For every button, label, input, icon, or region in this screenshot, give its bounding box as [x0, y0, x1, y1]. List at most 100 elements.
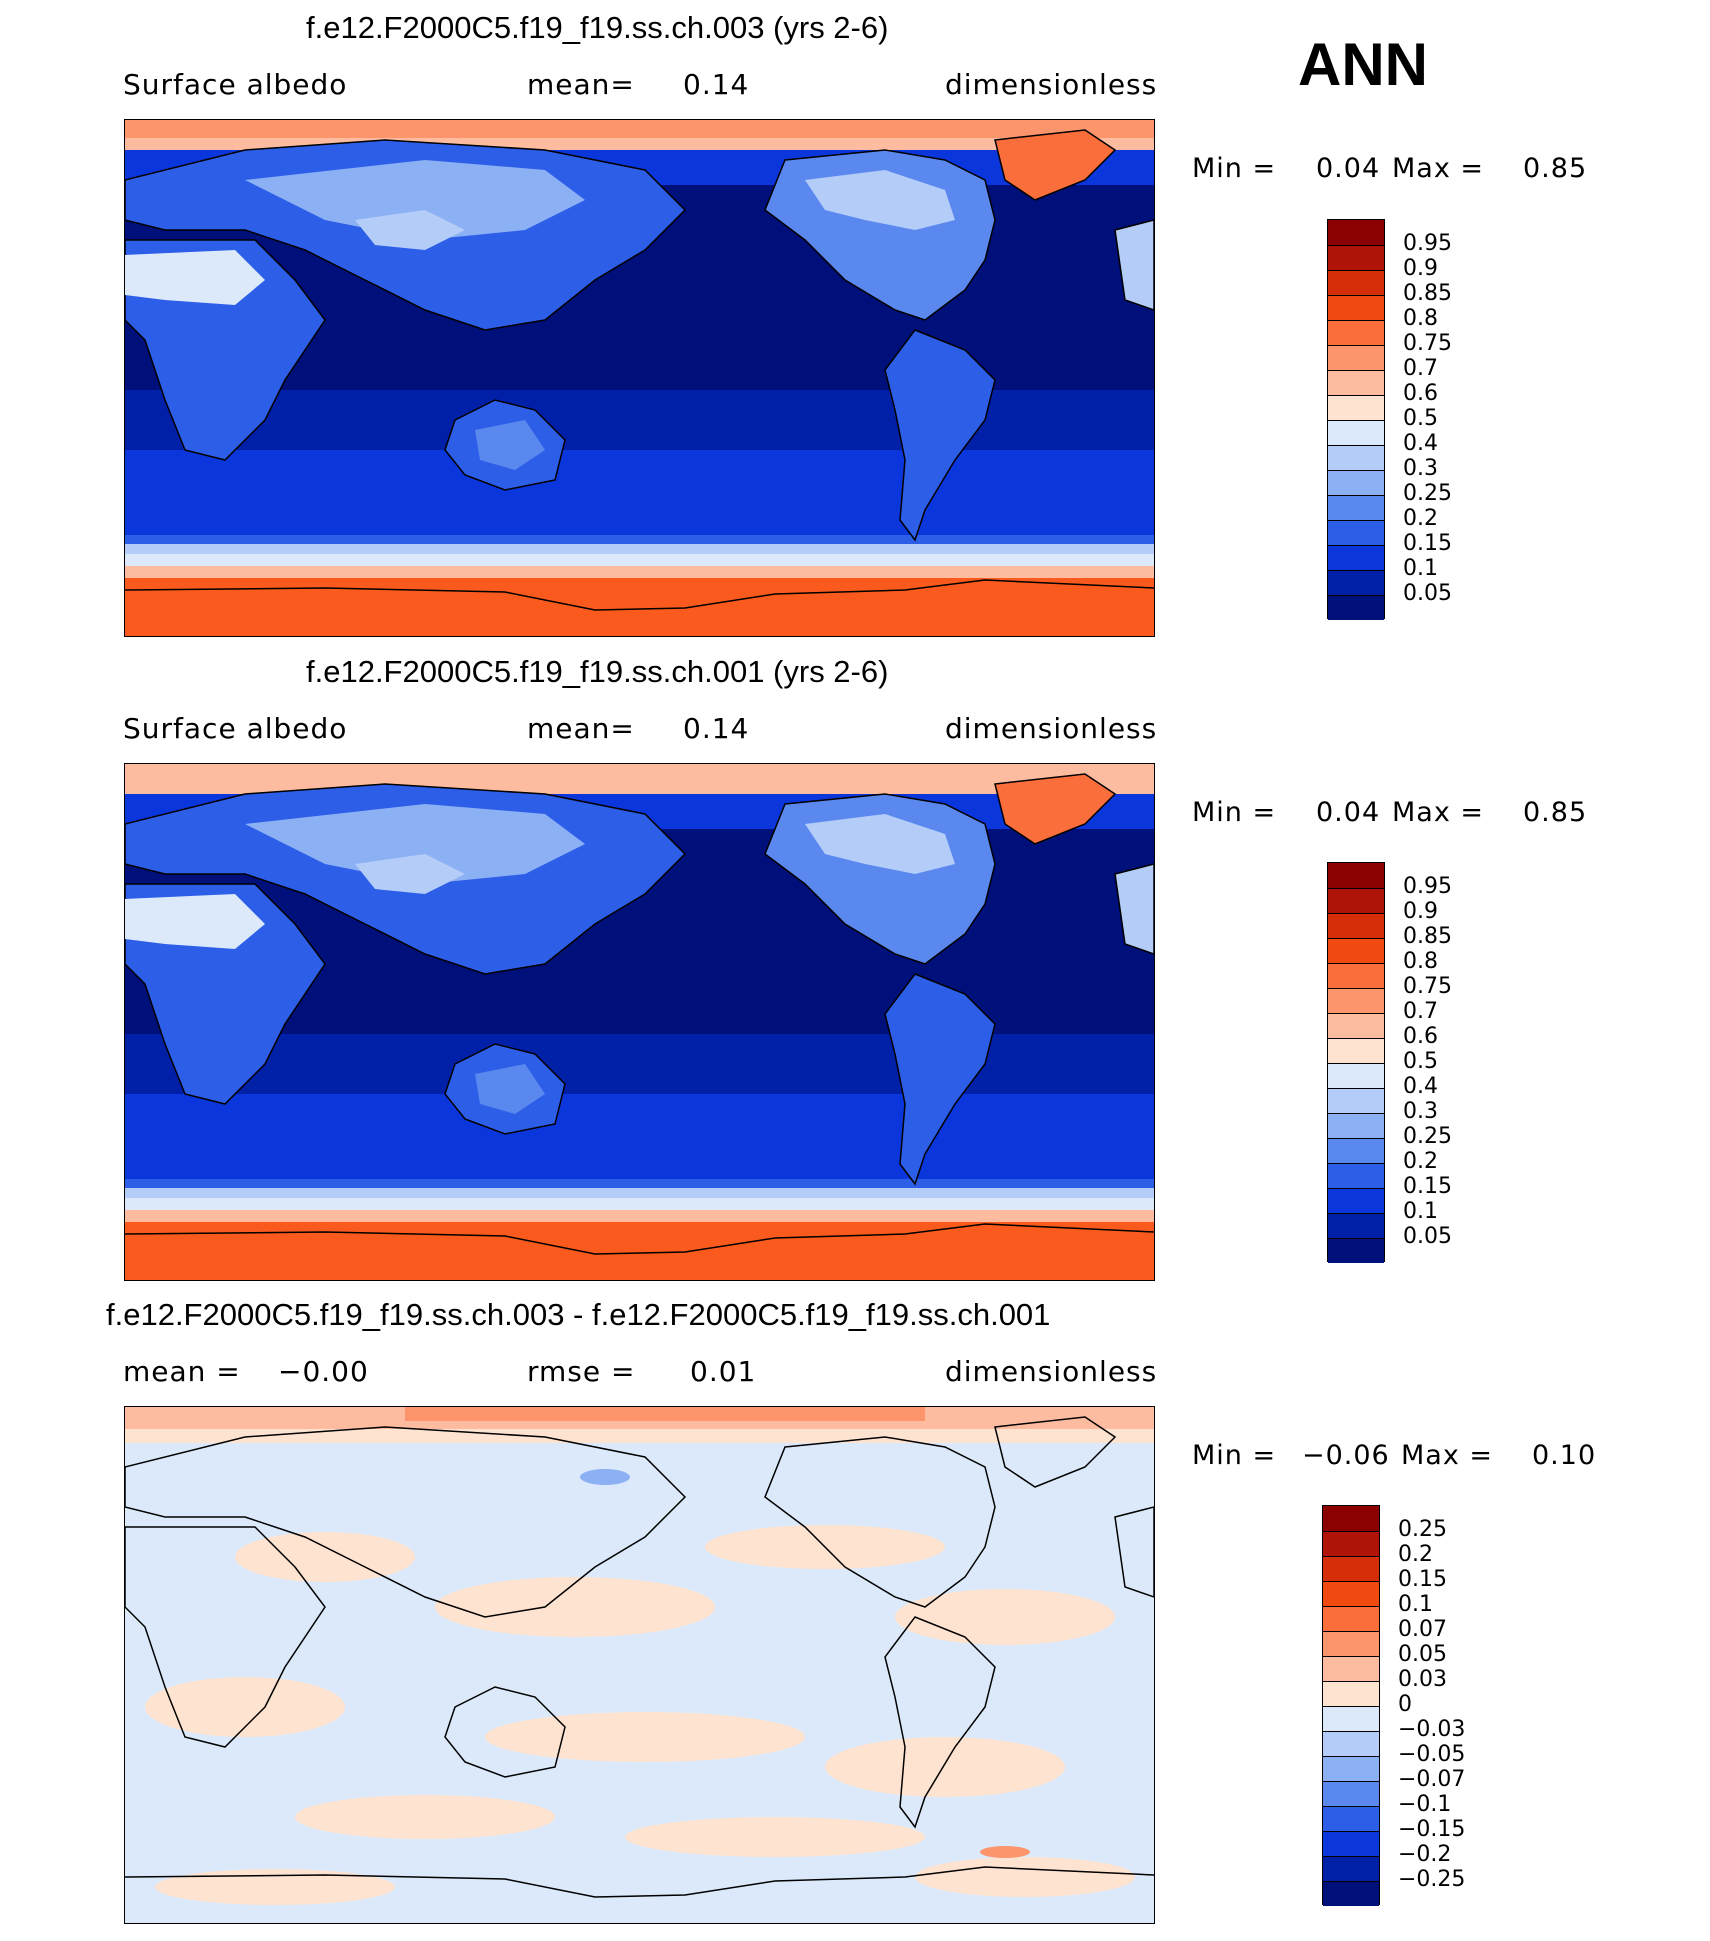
panel2-map [124, 763, 1155, 1281]
panel3-max-label: Max = [1401, 1440, 1494, 1471]
colorbar-tick-label: 0.5 [1403, 1049, 1438, 1074]
colorbar-tick-label: 0.5 [1403, 406, 1438, 431]
colorbar-tick-label: 0.25 [1398, 1517, 1447, 1542]
colorbar-swatch [1323, 1656, 1379, 1681]
colorbar-swatch [1323, 1631, 1379, 1656]
colorbar-tick-label: −0.2 [1398, 1842, 1452, 1867]
colorbar-swatch [1323, 1706, 1379, 1731]
colorbar-swatch [1323, 1531, 1379, 1556]
panel2-stat-label: mean= [527, 712, 635, 745]
colorbar-swatch [1328, 963, 1384, 988]
panel1-units: dimensionless [945, 68, 1158, 101]
colorbar-swatch [1328, 1038, 1384, 1063]
colorbar-swatch [1328, 295, 1384, 320]
colorbar-swatch [1328, 370, 1384, 395]
colorbar-tick-label: 0.25 [1403, 1124, 1452, 1149]
panel1-min-value: 0.04 [1316, 153, 1381, 184]
panel2-max-value: 0.85 [1523, 797, 1588, 828]
panel3-min-label: Min = [1192, 1440, 1277, 1471]
colorbar-tick-label: 0 [1398, 1692, 1412, 1717]
colorbar-tick-label: −0.15 [1398, 1817, 1466, 1842]
colorbar-tick-label: 0.95 [1403, 874, 1452, 899]
colorbar-swatch [1328, 270, 1384, 295]
panel2-stat-value: 0.14 [683, 712, 750, 745]
panel1-colorbar: 0.95 0.9 0.85 0.8 0.75 0.7 0.6 0.5 0.4 0.3 0.25 0.2… [1327, 219, 1487, 629]
season-label: ANN [1298, 31, 1428, 98]
colorbar-tick-label: 0.6 [1403, 1024, 1438, 1049]
colorbar-tick-label: 0.1 [1403, 1199, 1438, 1224]
colorbar-swatch [1328, 320, 1384, 345]
colorbar-tick-label: 0.03 [1398, 1667, 1447, 1692]
colorbar-tick-label: 0.07 [1398, 1617, 1447, 1642]
colorbar-swatch [1328, 1088, 1384, 1113]
colorbar-tick-label: 0.25 [1403, 481, 1452, 506]
colorbar-tick-label: 0.2 [1403, 1149, 1438, 1174]
colorbar-swatch [1323, 1806, 1379, 1831]
colorbar-tick-label: −0.07 [1398, 1767, 1466, 1792]
colorbar-swatch [1328, 1113, 1384, 1138]
colorbar-tick-label: 0.15 [1403, 531, 1452, 556]
colorbar-swatch [1328, 913, 1384, 938]
colorbar-swatch [1323, 1756, 1379, 1781]
panel1-variable: Surface albedo [123, 68, 348, 101]
colorbar-tick-label: −0.25 [1398, 1867, 1466, 1892]
colorbar-tick-label: −0.1 [1398, 1792, 1452, 1817]
colorbar-tick-label: 0.15 [1403, 1174, 1452, 1199]
colorbar-swatch [1328, 520, 1384, 545]
panel1-stat-value: 0.14 [683, 68, 750, 101]
panel3-min-value: −0.06 [1302, 1440, 1390, 1471]
panel3-stat-label: rmse = [527, 1355, 636, 1388]
colorbar-swatch [1328, 595, 1384, 620]
colorbar-swatch [1328, 1238, 1384, 1263]
colorbar-swatch [1323, 1556, 1379, 1581]
panel2-colorbar: 0.95 0.9 0.85 0.8 0.75 0.7 0.6 0.5 0.4 0.3 0.25 0.2… [1327, 862, 1487, 1272]
colorbar-tick-label: 0.4 [1403, 431, 1438, 456]
panel2-max-label: Max = [1392, 797, 1485, 828]
panel3-mean-label: mean = [123, 1355, 241, 1388]
colorbar-swatch [1328, 570, 1384, 595]
panel3-mean-value: −0.00 [278, 1355, 369, 1388]
colorbar-swatch [1323, 1831, 1379, 1856]
colorbar-tick-label: 0.85 [1403, 281, 1452, 306]
panel3-colorbar: 0.25 0.2 0.15 0.1 0.07 0.05 0.03 0 −0.03 −0.05 −0.… [1322, 1505, 1487, 1915]
colorbar-swatch [1328, 1063, 1384, 1088]
colorbar-tick-label: 0.3 [1403, 456, 1438, 481]
colorbar-tick-label: 0.2 [1398, 1542, 1433, 1567]
panel2-title: f.e12.F2000C5.f19_f19.ss.ch.001 (yrs 2-6… [306, 654, 889, 689]
panel2-variable: Surface albedo [123, 712, 348, 745]
colorbar-swatch [1328, 888, 1384, 913]
colorbar-swatch [1323, 1581, 1379, 1606]
colorbar-swatch [1328, 345, 1384, 370]
colorbar-swatch [1328, 220, 1384, 245]
colorbar-swatch [1328, 470, 1384, 495]
colorbar-swatch [1328, 545, 1384, 570]
colorbar-swatch [1328, 1163, 1384, 1188]
panel2-units: dimensionless [945, 712, 1158, 745]
panel2-min-value: 0.04 [1316, 797, 1381, 828]
colorbar-tick-label: 0.7 [1403, 999, 1438, 1024]
colorbar-swatch [1328, 988, 1384, 1013]
colorbar-tick-label: −0.03 [1398, 1717, 1466, 1742]
panel3-max-value: 0.10 [1532, 1440, 1597, 1471]
panel1-map [124, 119, 1155, 637]
colorbar-swatch [1328, 1013, 1384, 1038]
colorbar-tick-label: 0.75 [1403, 974, 1452, 999]
panel1-min-label: Min = [1192, 153, 1277, 184]
colorbar-tick-label: 0.8 [1403, 949, 1438, 974]
panel1-stat-label: mean= [527, 68, 635, 101]
colorbar-swatch [1323, 1606, 1379, 1631]
panel3-units: dimensionless [945, 1355, 1158, 1388]
colorbar-box [1327, 862, 1385, 1263]
colorbar-swatch [1323, 1881, 1379, 1906]
panel3-map [124, 1406, 1155, 1924]
panel1-title: f.e12.F2000C5.f19_f19.ss.ch.003 (yrs 2-6… [306, 10, 889, 45]
colorbar-tick-label: 0.05 [1398, 1642, 1447, 1667]
colorbar-box [1322, 1505, 1380, 1906]
panel1-max-value: 0.85 [1523, 153, 1588, 184]
colorbar-swatch [1328, 938, 1384, 963]
panel3-title: f.e12.F2000C5.f19_f19.ss.ch.003 - f.e12.… [106, 1297, 1051, 1332]
colorbar-tick-label: 0.9 [1403, 256, 1438, 281]
colorbar-tick-label: 0.05 [1403, 581, 1452, 606]
colorbar-swatch [1328, 245, 1384, 270]
colorbar-tick-label: 0.85 [1403, 924, 1452, 949]
